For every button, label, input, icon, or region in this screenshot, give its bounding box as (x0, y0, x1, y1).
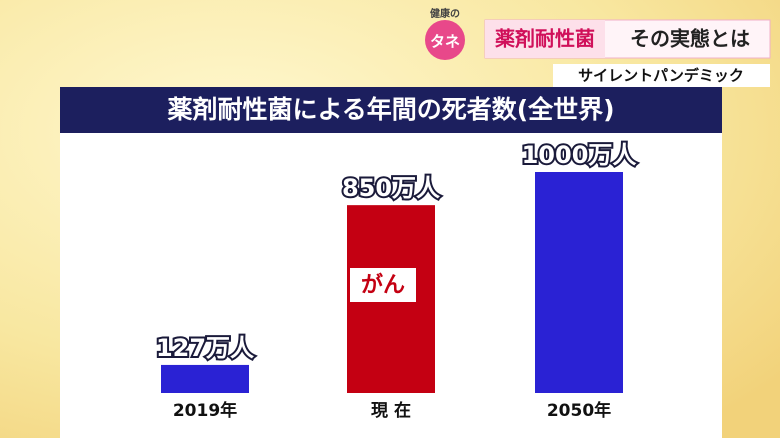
subtitle: サイレントパンデミック (578, 67, 744, 85)
value-label: 850万人 (342, 174, 440, 202)
x-tick-label: 現 在 (371, 400, 411, 421)
value-label: 127万人 (156, 334, 254, 362)
subtitle-box (553, 64, 770, 87)
bar (161, 364, 249, 393)
bar (535, 172, 623, 393)
x-tick-label: 2050年 (547, 400, 611, 421)
x-tick-label: 2019年 (173, 400, 237, 421)
chart-title: 薬剤耐性菌による年間の死者数(全世界) (167, 95, 614, 124)
logo-badge (425, 20, 465, 60)
topic-rest: その実態とは (630, 27, 750, 51)
annotation: がん (361, 272, 405, 298)
logo-small: 健康の (430, 7, 460, 20)
topic-key-box (485, 20, 605, 58)
annotation-box (350, 268, 416, 302)
logo-text: タネ (430, 33, 460, 51)
topic: 薬剤耐性菌 (495, 27, 595, 51)
value-label: 1000万人 (522, 141, 637, 169)
title-bar (60, 87, 722, 133)
